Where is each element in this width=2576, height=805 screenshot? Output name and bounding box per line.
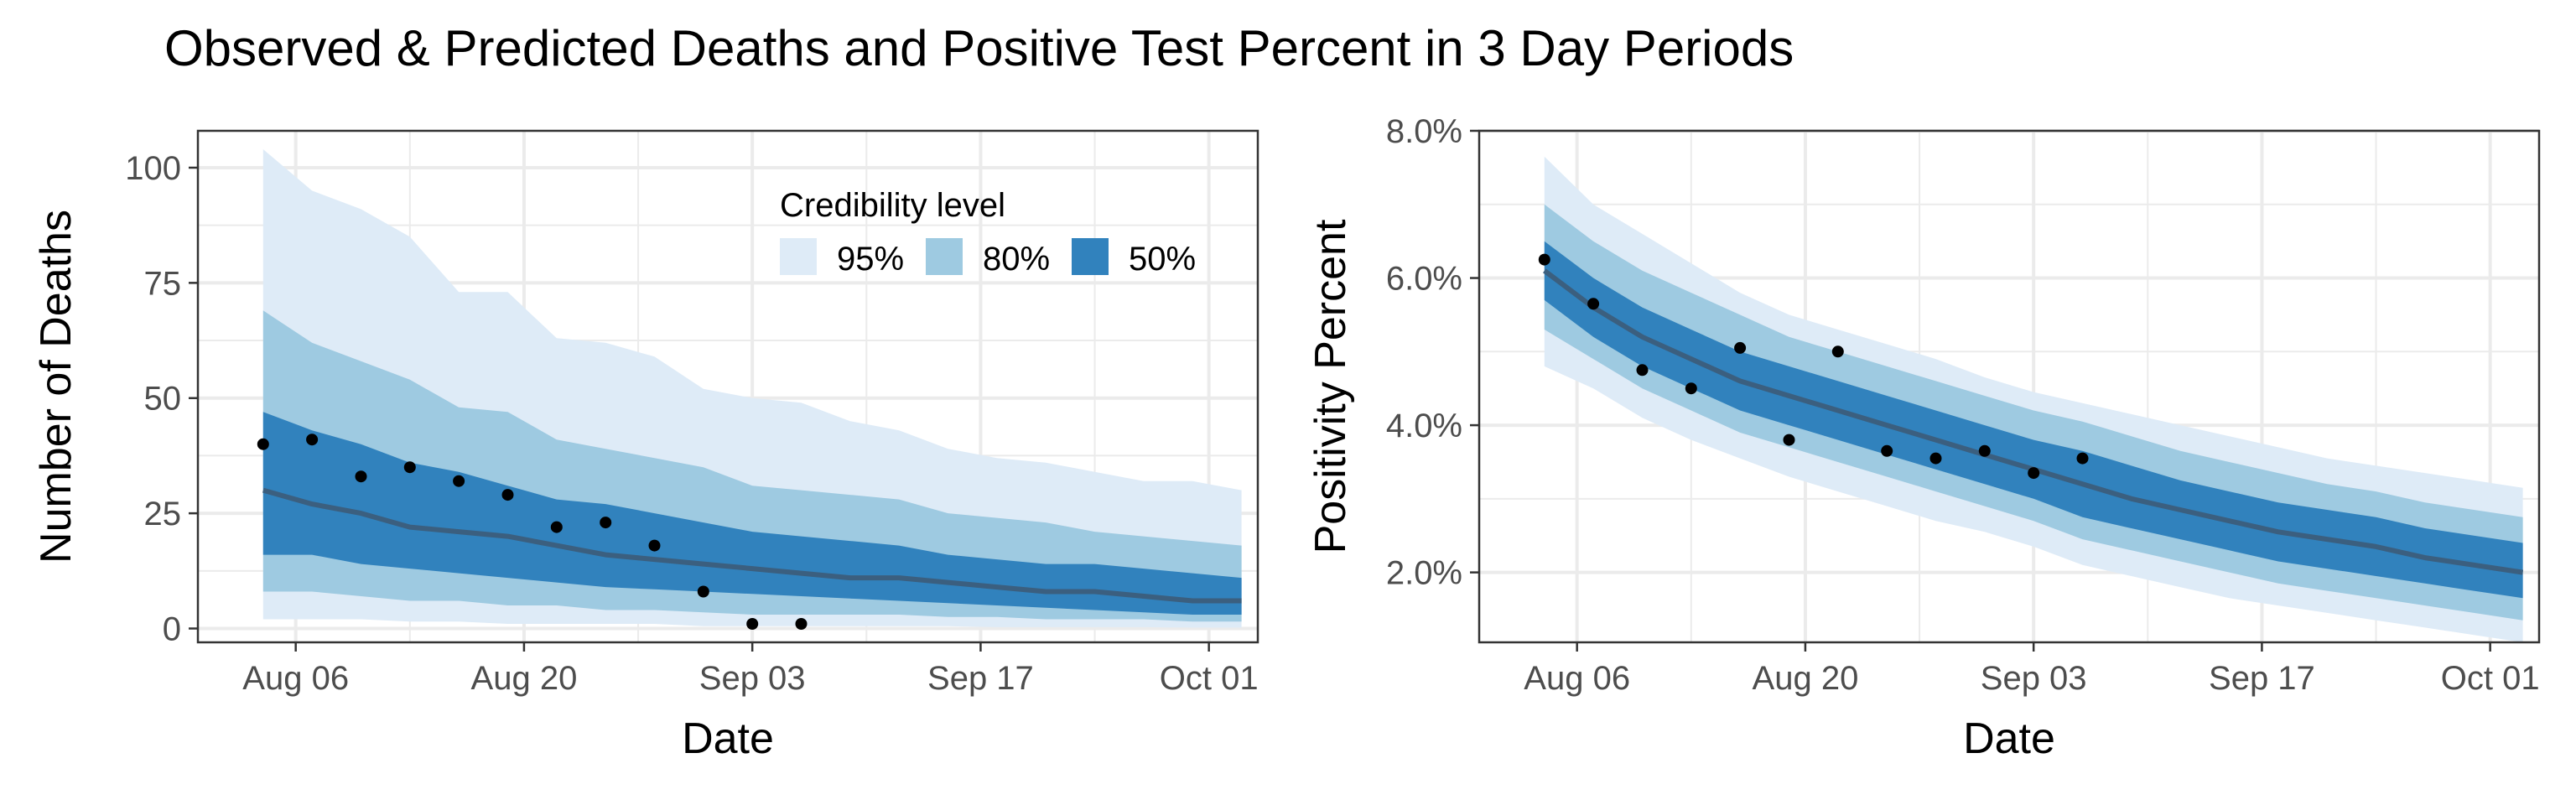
observed-point	[697, 585, 709, 598]
observed-point	[403, 461, 416, 474]
observed-point	[648, 539, 661, 552]
observed-point	[1734, 341, 1747, 354]
deaths-panel: Aug 06 Aug 20 Sep 03 Sep 17 Oct 01 0 25 50 75 100…	[32, 129, 1259, 763]
x-tick-label: Aug 20	[471, 660, 578, 697]
observed-point	[257, 438, 269, 450]
band-50	[262, 412, 1242, 615]
legend-title: Credibility level	[780, 187, 1005, 224]
legend-swatch-95	[780, 238, 817, 275]
y-tick-label: 100	[125, 150, 181, 187]
observed-point	[1538, 253, 1550, 266]
observed-point	[1783, 434, 1795, 446]
band-50	[1544, 241, 2523, 599]
x-tick-label: Aug 06	[1524, 660, 1630, 697]
observed-point	[1929, 452, 1942, 465]
y-tick-label: 0	[163, 611, 181, 648]
observed-point	[306, 434, 319, 446]
observed-point	[2028, 467, 2040, 480]
x-tick-label: Sep 03	[699, 660, 806, 697]
y-tick-label: 8.0%	[1386, 113, 1462, 150]
y-tick-label: 2.0%	[1386, 555, 1462, 592]
y-tick-label: 25	[144, 496, 182, 532]
x-tick-label: Sep 17	[2209, 660, 2315, 697]
legend-label-50: 50%	[1129, 241, 1196, 278]
panel-border	[1478, 129, 2541, 644]
legend-label-80: 80%	[983, 241, 1050, 278]
observed-point	[2076, 452, 2089, 465]
x-axis-title: Date	[682, 714, 774, 763]
observed-point	[453, 475, 465, 487]
observed-point	[1685, 382, 1697, 395]
observed-point	[355, 470, 367, 483]
observed-point	[1978, 444, 1991, 457]
x-tick-label: Aug 20	[1753, 660, 1859, 697]
observed-point	[1587, 298, 1600, 310]
observed-point	[746, 618, 759, 630]
legend-label-95: 95%	[837, 241, 904, 278]
observed-point	[1881, 444, 1893, 457]
y-tick-label: 50	[144, 381, 182, 418]
x-tick-label: Sep 03	[1981, 660, 2087, 697]
x-axis-title: Date	[1963, 714, 2055, 763]
y-tick-label: 4.0%	[1386, 408, 1462, 444]
observed-point	[550, 521, 563, 533]
legend-swatch-80	[926, 238, 963, 275]
observed-point	[600, 517, 612, 529]
observed-point	[795, 618, 808, 630]
y-tick-label: 75	[144, 265, 182, 302]
observed-point	[501, 489, 514, 501]
observed-point	[1831, 345, 1844, 358]
x-tick-label: Aug 06	[242, 660, 349, 697]
panel-border	[196, 129, 1259, 644]
chart-title: Observed & Predicted Deaths and Positive…	[164, 20, 1794, 76]
legend: Credibility level 95% 80% 50%	[780, 187, 1196, 278]
x-tick-label: Oct 01	[2441, 660, 2540, 697]
y-axis-title: Positivity Percent	[1306, 219, 1355, 553]
legend-swatch-50	[1072, 238, 1109, 275]
y-axis-title: Number of Deaths	[32, 210, 80, 564]
x-tick-label: Sep 17	[927, 660, 1034, 697]
y-tick-label: 6.0%	[1386, 261, 1462, 298]
median-line	[262, 487, 1242, 604]
x-tick-label: Oct 01	[1160, 660, 1259, 697]
positivity-panel: Aug 06 Aug 20 Sep 03 Sep 17 Oct 01 2.0% 4.0% 6.…	[1306, 113, 2541, 763]
observed-point	[1636, 364, 1649, 377]
